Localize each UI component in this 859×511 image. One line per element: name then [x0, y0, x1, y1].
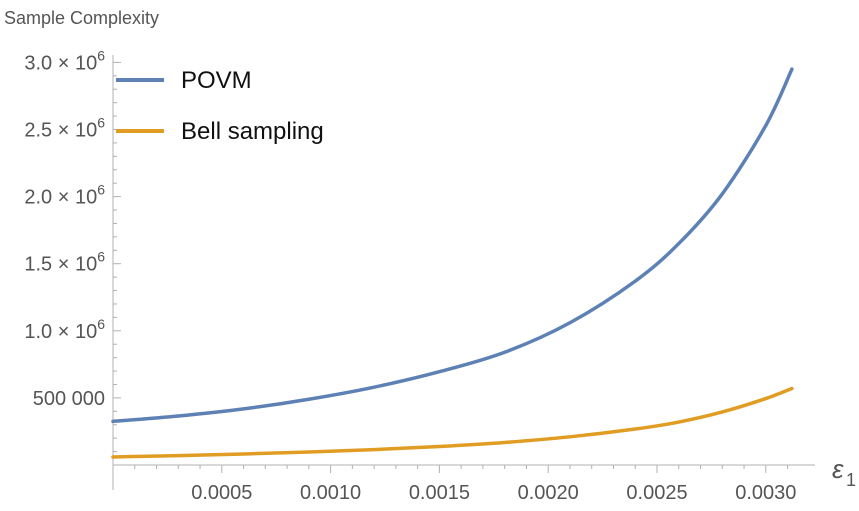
x-tick-label: 0.0005 — [191, 482, 252, 504]
axes — [112, 55, 815, 490]
legend-label: Bell sampling — [181, 118, 324, 145]
x-tick-label: 0.0025 — [626, 482, 687, 504]
legend: POVM Bell sampling — [116, 67, 324, 145]
x-tick-label: 0.0020 — [518, 482, 579, 504]
series-line-povm — [111, 67, 794, 424]
y-tick-label: 1.5 × 106 — [24, 249, 105, 276]
y-tick-label: 2.0 × 106 — [24, 182, 105, 209]
legend-label: POVM — [181, 67, 252, 94]
series-line-bell-sampling — [111, 386, 794, 459]
x-tick-label: 0.0030 — [735, 482, 796, 504]
y-tick-label: 3.0 × 106 — [24, 47, 105, 74]
svg-text:1: 1 — [846, 470, 856, 490]
x-axis-title: ε 1 — [832, 454, 856, 490]
y-tick-label: 2.5 × 106 — [24, 115, 105, 142]
series-lines — [111, 67, 794, 459]
x-tick-label: 0.0015 — [409, 482, 470, 504]
x-tick-label: 0.0010 — [300, 482, 361, 504]
y-tick-label: 500 000 — [33, 388, 105, 410]
ticks: 0.0005 0.0010 0.0015 0.0020 0.0025 0.0030 500 … — [24, 47, 796, 504]
y-axis-title: Sample Complexity — [4, 8, 159, 28]
svg-text:ε: ε — [832, 454, 844, 484]
y-tick-label: 1.0 × 106 — [24, 316, 105, 343]
